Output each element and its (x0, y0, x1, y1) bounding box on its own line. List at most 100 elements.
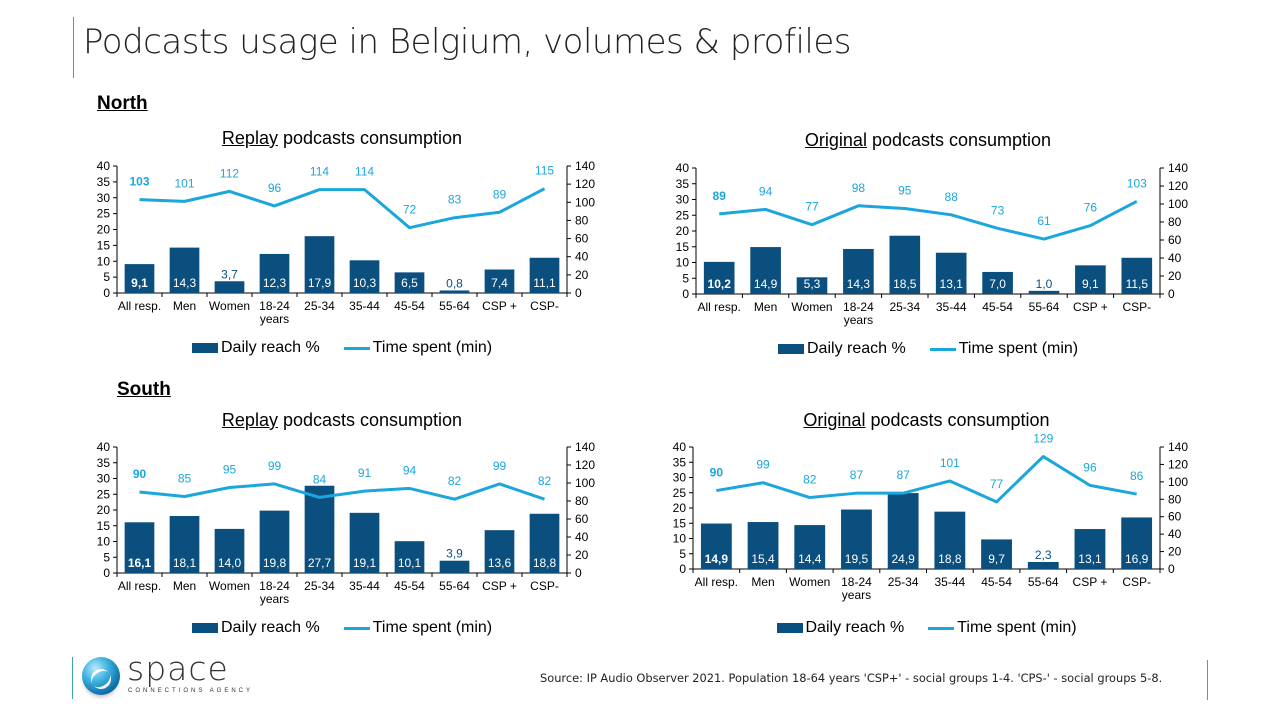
x-axis-category-label: Men (751, 575, 774, 589)
bar-data-label: 18,5 (893, 277, 917, 291)
chart-legend: Daily reach % Time spent (min) (778, 340, 1078, 358)
line-data-label: 77 (805, 200, 819, 214)
bar-daily-reach (1027, 561, 1059, 569)
left-axis-tick-label: 35 (676, 177, 690, 191)
legend-label-time-spent: Time spent (min) (957, 619, 1077, 636)
line-data-label: 96 (1083, 460, 1097, 474)
bar-daily-reach (124, 522, 155, 573)
x-axis-category-label: 18-24 (843, 300, 874, 314)
right-axis-tick-label: 0 (1168, 562, 1175, 576)
region-label-south: South (117, 379, 171, 400)
bar-daily-reach (529, 513, 560, 573)
right-axis-tick-label: 80 (575, 494, 589, 508)
right-axis-tick-label: 0 (575, 566, 582, 580)
left-axis-tick-label: 0 (679, 562, 686, 576)
x-axis-category-label: 45-54 (982, 300, 1013, 314)
line-data-label: 95 (223, 463, 237, 477)
line-data-label: 101 (940, 456, 960, 470)
bar-daily-reach (304, 485, 335, 573)
bar-daily-reach (1028, 290, 1060, 294)
x-axis-category-label: years (844, 313, 873, 327)
left-axis-tick-label: 0 (103, 566, 110, 580)
right-axis-tick-label: 40 (1168, 251, 1182, 265)
line-data-label: 115 (535, 164, 554, 178)
bar-daily-reach (889, 235, 921, 294)
left-axis-tick-label: 35 (673, 455, 687, 469)
chart-title-emphasis: Original (803, 410, 866, 430)
x-axis-category-label: 55-64 (1029, 300, 1060, 314)
bar-data-label: 9,7 (988, 552, 1005, 566)
x-axis-category-label: Women (789, 575, 830, 589)
x-axis-category-label: Men (173, 299, 196, 313)
x-axis-category-label: All resp. (118, 299, 161, 313)
right-axis-tick-label: 80 (1168, 215, 1182, 229)
x-axis-category-label: 45-54 (394, 299, 425, 313)
x-axis-category-label: 18-24 (259, 299, 290, 313)
left-axis-tick-label: 0 (682, 287, 689, 301)
right-axis-tick-label: 0 (575, 286, 582, 300)
right-axis-tick-label: 140 (575, 440, 595, 454)
chart-title-rest: podcasts consumption (277, 128, 463, 148)
right-axis-tick-label: 140 (1168, 161, 1188, 175)
legend-swatch-line (343, 346, 370, 350)
bar-daily-reach (981, 539, 1012, 569)
bar-data-label: 17,9 (308, 276, 332, 290)
bar-data-label: 9,1 (131, 276, 148, 290)
page-title: Podcasts usage in Belgium, volumes & pro… (83, 22, 851, 62)
title-accent-rule (73, 17, 74, 78)
x-axis-category-label: Women (791, 300, 832, 314)
line-data-label: 99 (268, 459, 282, 473)
x-axis-category-label: 55-64 (439, 299, 470, 313)
left-axis-tick-label: 20 (97, 503, 111, 517)
line-data-label: 89 (713, 189, 727, 203)
left-axis-tick-label: 40 (97, 440, 111, 454)
right-axis-tick-label: 60 (1168, 510, 1182, 524)
bar-data-label: 24,9 (891, 552, 915, 566)
bar-data-label: 2,3 (1035, 548, 1052, 562)
bar-data-label: 9,1 (1082, 277, 1099, 291)
bar-data-label: 14,9 (754, 277, 778, 291)
logo-tagline: CONNECTIONS AGENCY (128, 688, 254, 694)
legend-label-time-spent: Time spent (min) (958, 340, 1079, 357)
line-data-label: 87 (850, 468, 864, 482)
left-axis-tick-label: 25 (97, 487, 111, 501)
bar-data-label: 7,4 (491, 276, 508, 290)
x-axis-category-label: 35-44 (936, 300, 967, 314)
x-axis-category-label: All resp. (698, 300, 741, 314)
chart-title-rest: podcasts consumption (277, 410, 463, 430)
left-axis-tick-label: 30 (97, 472, 111, 486)
left-axis-tick-label: 10 (97, 254, 111, 268)
bar-daily-reach (703, 261, 735, 294)
x-axis-category-label: Men (754, 300, 777, 314)
line-data-label: 129 (1033, 432, 1053, 446)
line-data-label: 85 (178, 472, 192, 486)
right-axis-tick-label: 60 (575, 232, 589, 246)
line-time-spent (719, 199, 1138, 241)
left-axis-tick-label: 20 (97, 223, 111, 237)
x-axis-category-label: 35-44 (349, 579, 380, 593)
legend-label-daily-reach: Daily reach % (805, 619, 905, 636)
left-axis-tick-label: 40 (673, 440, 687, 454)
line-data-label: 103 (1127, 176, 1147, 190)
left-axis-tick-label: 15 (97, 519, 111, 533)
line-data-label: 114 (355, 165, 374, 179)
line-data-label: 61 (1037, 214, 1051, 228)
source-note: Source: IP Audio Observer 2021. Populati… (540, 671, 1163, 685)
left-axis-tick-label: 5 (103, 550, 110, 564)
legend-swatch-line (929, 347, 956, 351)
left-axis-tick-label: 40 (676, 161, 690, 175)
legend-label-time-spent: Time spent (min) (372, 619, 493, 636)
line-data-label: 95 (898, 184, 912, 198)
chart-title-emphasis: Replay (221, 128, 278, 148)
bar-data-label: 3,7 (221, 267, 238, 281)
bar-data-label: 14,4 (798, 552, 822, 566)
line-data-label: 72 (403, 203, 417, 217)
bar-daily-reach (934, 511, 966, 569)
x-axis-category-label: 45-54 (394, 579, 425, 593)
bar-daily-reach (982, 271, 1013, 294)
bar-daily-reach (349, 512, 380, 573)
bar-daily-reach (259, 510, 290, 573)
chart-title-emphasis: Replay (221, 410, 278, 430)
right-axis-tick-label: 20 (575, 268, 589, 282)
